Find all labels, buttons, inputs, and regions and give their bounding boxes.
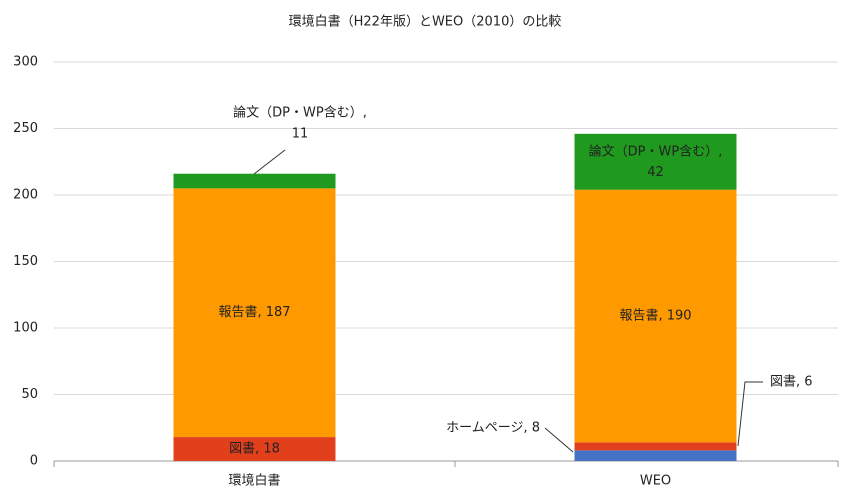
leader-line [544,427,574,453]
data-label: ホームページ, 8 [446,421,540,436]
data-label: 図書, 6 [770,375,813,390]
bar-segment [173,173,336,189]
bar-segment [574,450,737,461]
bar-segment [574,442,737,451]
data-label: 論文（DP・WP含む）, 11 [233,104,367,141]
data-label: 報告書, 187 [218,305,290,320]
bar-segment [574,189,737,443]
data-label: 論文（DP・WP含む）, 42 [589,143,723,180]
y-tick-label: 250 [13,121,38,136]
y-tick-label: 100 [13,321,38,336]
bar-segment [173,188,336,438]
data-label: 図書, 18 [229,442,280,457]
x-tick-label: 環境白書 [228,473,280,489]
bar-segment [574,133,737,190]
y-tick-label: 200 [13,188,38,203]
bar-segment [173,437,336,461]
leader-line [253,149,286,175]
leader-line [737,381,763,447]
y-tick-label: 50 [21,387,38,402]
x-tick-label: WEO [640,474,671,489]
y-tick-label: 150 [13,254,38,269]
chart-title: 環境白書（H22年版）とWEO（2010）の比較 [289,14,562,30]
data-label: 報告書, 190 [619,309,691,324]
y-tick-label: 300 [13,55,38,70]
y-tick-label: 0 [30,454,38,469]
